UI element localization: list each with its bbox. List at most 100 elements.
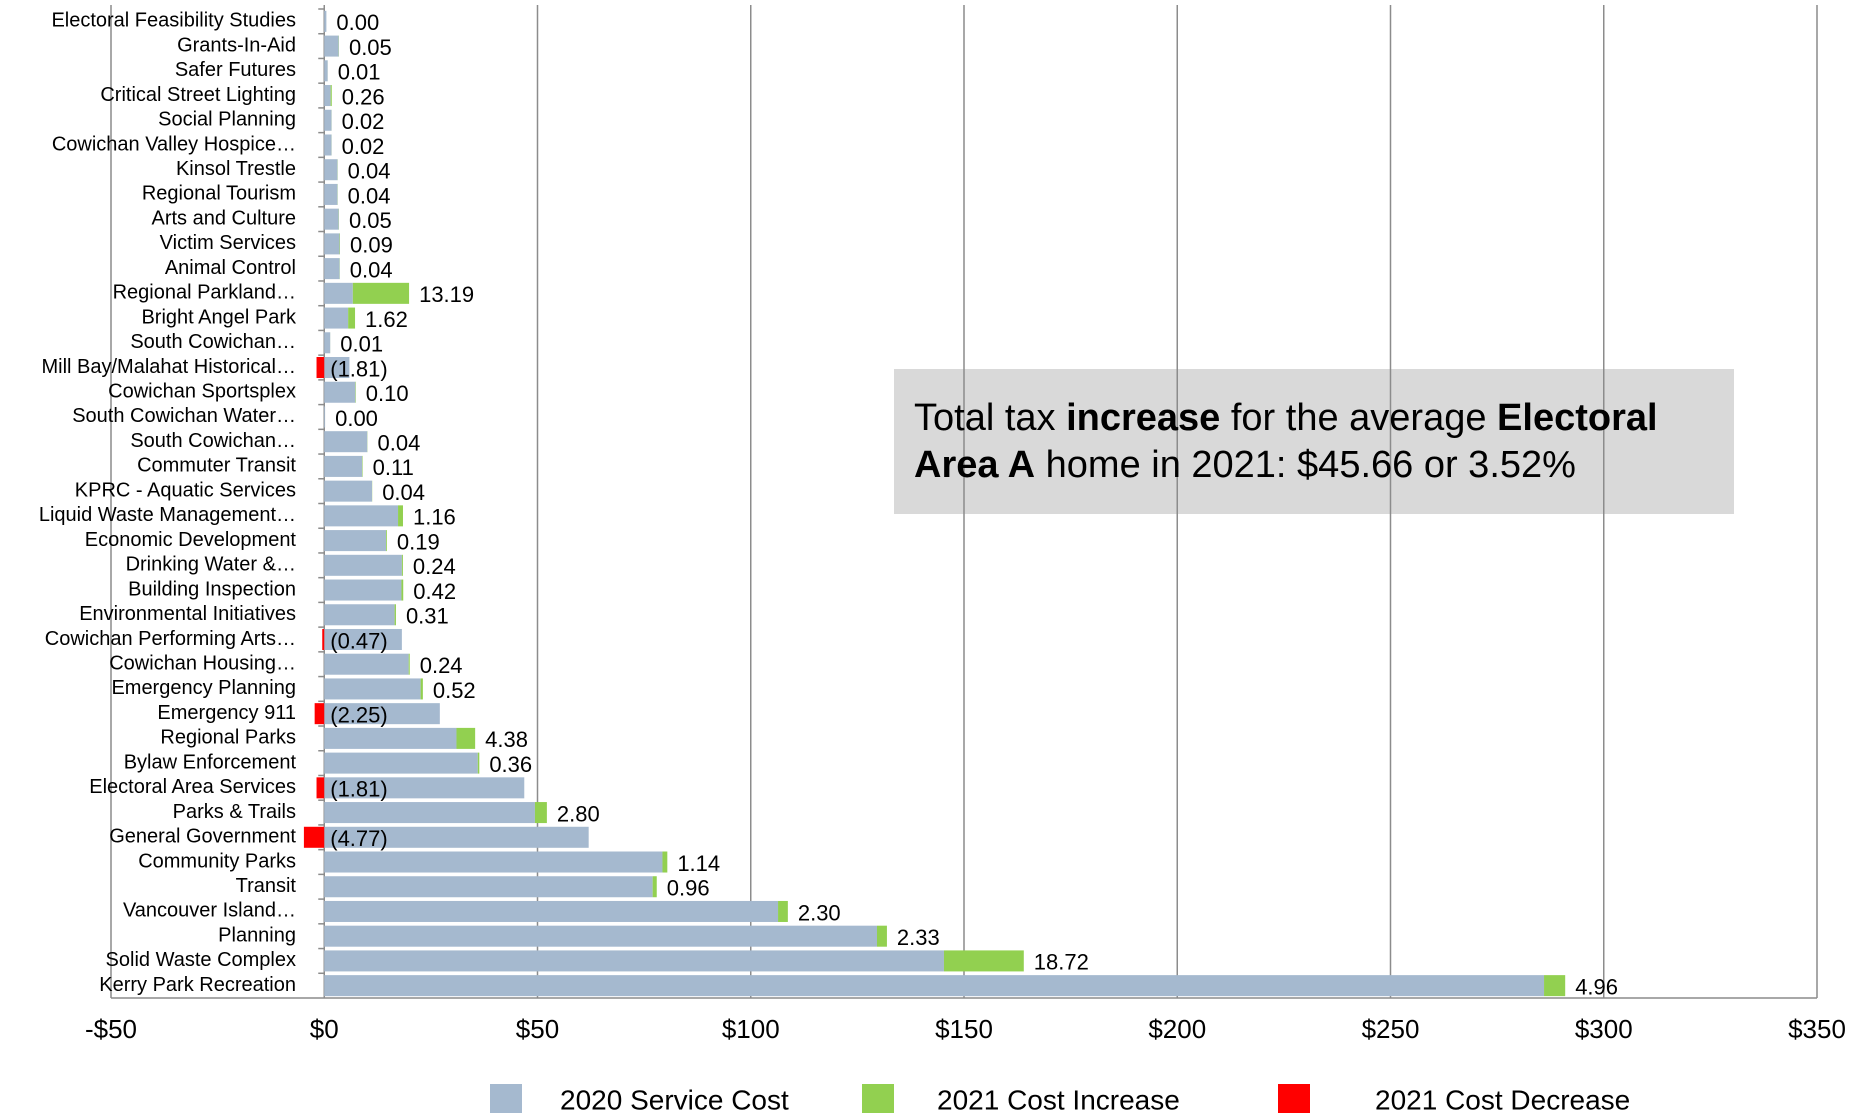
y-tick-label: Emergency Planning <box>111 677 296 699</box>
bar <box>535 802 547 823</box>
x-tick-label: $300 <box>1575 1014 1633 1044</box>
bar <box>409 654 410 675</box>
x-tick-label: $250 <box>1362 1014 1420 1044</box>
bar <box>324 876 652 897</box>
data-label: (0.47) <box>330 628 387 653</box>
data-label: (4.77) <box>330 826 387 851</box>
data-label: 0.11 <box>373 455 414 480</box>
bar <box>324 209 339 230</box>
y-tick-label: Cowichan Sportsplex <box>108 381 296 403</box>
x-tick-label: $50 <box>516 1014 559 1044</box>
annotation-run: for the average <box>1220 397 1497 439</box>
bar <box>348 308 355 329</box>
y-tick-label: Electoral Area Services <box>89 776 296 798</box>
bar <box>324 901 778 922</box>
bar <box>324 926 877 947</box>
legend-label: 2021 Cost Decrease <box>1375 1084 1630 1113</box>
data-label: 0.42 <box>413 579 456 604</box>
bar <box>944 950 1024 971</box>
data-label: 0.09 <box>350 233 393 258</box>
bar <box>324 159 337 180</box>
x-tick-label: $350 <box>1788 1014 1846 1044</box>
data-label: 0.52 <box>433 678 476 703</box>
y-tick-label: Arts and Culture <box>151 207 296 229</box>
bar <box>778 901 788 922</box>
y-tick-label: Victim Services <box>160 232 296 254</box>
bar <box>315 703 325 724</box>
bar <box>662 852 667 873</box>
bar <box>398 505 403 526</box>
x-tick-label: $100 <box>722 1014 780 1044</box>
bar <box>324 308 348 329</box>
bar <box>402 555 403 576</box>
data-label: 0.02 <box>342 134 385 159</box>
annotation-run: Total tax <box>914 397 1066 439</box>
bar <box>324 753 478 774</box>
bar <box>324 530 386 551</box>
bar <box>324 382 355 403</box>
y-tick-label: Animal Control <box>165 257 296 279</box>
y-tick-label: Regional Parks <box>160 727 296 749</box>
y-tick-label: KPRC - Aquatic Services <box>75 479 296 501</box>
data-label: 0.04 <box>348 159 391 184</box>
y-tick-label: Bright Angel Park <box>141 306 297 328</box>
data-label: 0.31 <box>406 604 449 629</box>
y-tick-label: Parks & Trails <box>173 801 296 823</box>
y-tick-label: Regional Tourism <box>142 183 296 205</box>
y-tick-label: South Cowichan… <box>130 331 296 353</box>
data-label: 2.30 <box>798 900 841 925</box>
data-label: 0.19 <box>397 529 440 554</box>
data-label: 2.33 <box>897 925 940 950</box>
bar <box>324 481 372 502</box>
x-tick-label: $150 <box>935 1014 993 1044</box>
data-label: 0.26 <box>342 84 385 109</box>
x-tick-label: $200 <box>1148 1014 1206 1044</box>
data-label: 0.10 <box>366 381 409 406</box>
bar <box>324 184 337 205</box>
y-tick-label: General Government <box>109 826 296 848</box>
bar <box>324 258 339 279</box>
y-tick-label: Safer Futures <box>175 59 296 81</box>
y-tick-label: Grants-In-Aid <box>177 34 296 56</box>
data-label: 0.36 <box>489 752 532 777</box>
bar <box>324 60 327 81</box>
legend-swatch <box>490 1084 522 1113</box>
bar <box>395 604 396 625</box>
bar <box>401 580 403 601</box>
data-label: 0.96 <box>667 876 710 901</box>
bar <box>317 357 325 378</box>
data-label: 0.05 <box>349 35 392 60</box>
data-label: (1.81) <box>330 777 387 802</box>
legend-label: 2020 Service Cost <box>560 1084 789 1113</box>
y-tick-label: Kerry Park Recreation <box>99 974 296 996</box>
data-label: 0.24 <box>413 554 456 579</box>
y-tick-label: Drinking Water &… <box>126 554 296 576</box>
data-label: 18.72 <box>1034 950 1089 975</box>
y-tick-label: Social Planning <box>158 109 296 131</box>
bar <box>324 456 362 477</box>
bar <box>324 406 325 427</box>
bar <box>324 852 662 873</box>
bar <box>324 11 326 32</box>
bar <box>324 654 408 675</box>
bar <box>877 926 887 947</box>
legend-swatch <box>862 1084 894 1113</box>
bar <box>324 975 1544 996</box>
data-label: 1.62 <box>365 307 408 332</box>
y-tick-label: Cowichan Valley Hospice… <box>52 133 296 155</box>
y-tick-label: Liquid Waste Management… <box>39 504 296 526</box>
bar <box>324 505 398 526</box>
bar <box>324 678 420 699</box>
bar <box>324 604 394 625</box>
bar <box>478 753 480 774</box>
legend-label: 2021 Cost Increase <box>937 1084 1180 1113</box>
x-tick-label: $0 <box>310 1014 339 1044</box>
y-tick-label: Building Inspection <box>128 578 296 600</box>
bar <box>304 827 324 848</box>
y-tick-label: Cowichan Housing… <box>109 652 296 674</box>
y-tick-label: Regional Parkland… <box>113 282 296 304</box>
bar <box>324 950 944 971</box>
data-label: 1.16 <box>413 505 456 530</box>
annotation-box <box>894 369 1734 514</box>
bar <box>331 85 332 106</box>
